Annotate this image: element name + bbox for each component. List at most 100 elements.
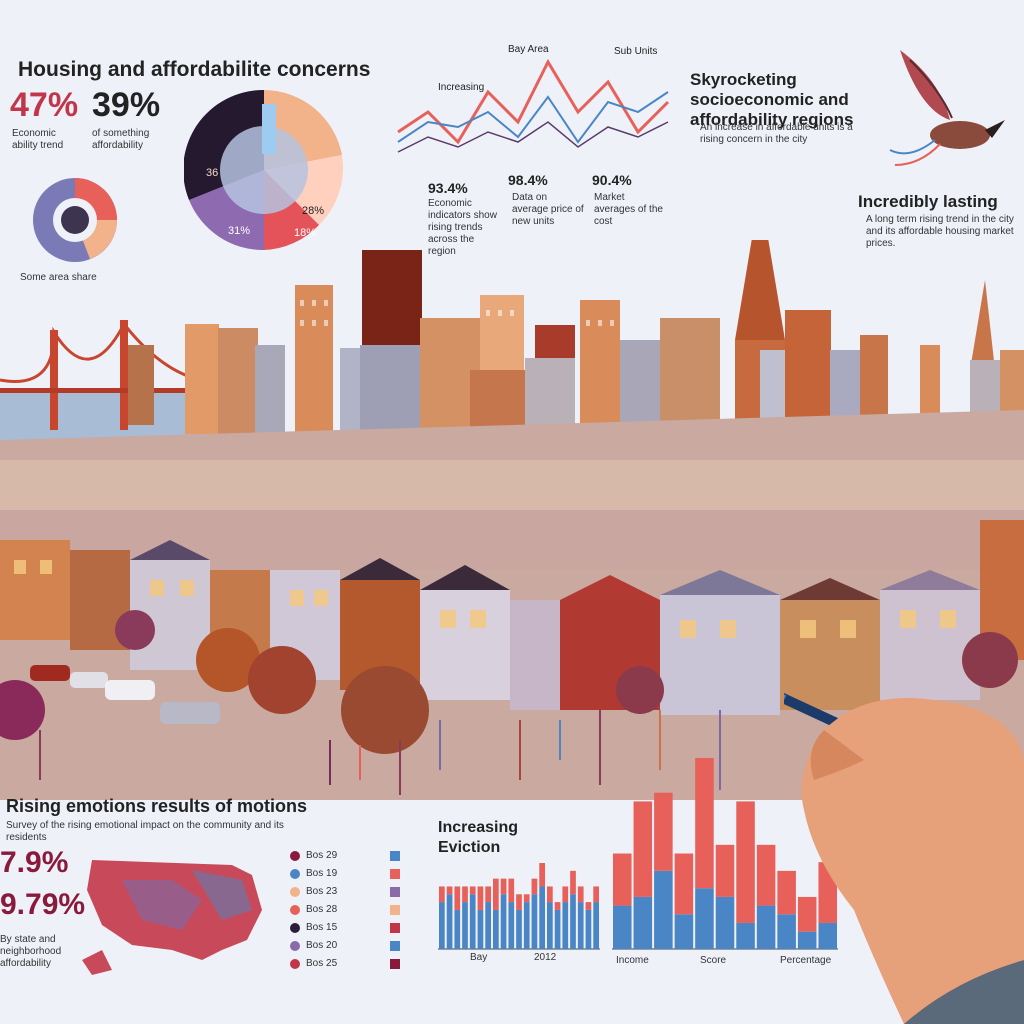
right-block2-title: Incredibly lasting: [858, 192, 998, 211]
bottom-left-note: By state and neighborhood affordability: [0, 934, 62, 969]
bar-segment-red: [547, 886, 553, 903]
bar-segment-red: [439, 886, 445, 903]
bar-segment-red: [454, 886, 461, 910]
legend-label: Bos 20: [306, 940, 338, 951]
bar-segment-red: [585, 902, 592, 910]
legend-label: Bos 19: [306, 868, 338, 879]
bar-segment-blue: [613, 905, 632, 949]
legend-item: Bos 28: [290, 904, 400, 916]
bar-segment-blue: [633, 896, 653, 949]
bar-segment-red: [756, 844, 776, 906]
line-value-a: 93.4%: [428, 180, 468, 196]
bar-segment-blue: [577, 902, 584, 949]
legend-swatch: [390, 905, 400, 915]
legend-dot: [290, 851, 300, 861]
bar-segment-red: [508, 878, 515, 903]
bar-segment-red: [477, 886, 484, 910]
legend-dot: [290, 923, 300, 933]
bar-segment-blue: [469, 894, 476, 949]
donut-note: Some area share: [20, 272, 97, 283]
legend-item: Bos 23: [290, 886, 400, 898]
bar-segment-red: [562, 886, 569, 903]
bar-segment-blue: [570, 894, 576, 949]
legend-label: Bos 23: [306, 886, 338, 897]
bar-segment-red: [577, 886, 584, 903]
bar-segment-red: [500, 878, 507, 895]
line-value-b: 98.4%: [508, 172, 548, 188]
bar-segment-blue: [797, 931, 817, 949]
bar-segment-blue: [516, 909, 522, 949]
pie-chart: 36 28% 31% 18%: [184, 89, 344, 251]
hand-with-pen-illustration: [784, 693, 1024, 1024]
legend-item: Bos 29: [290, 850, 400, 862]
bar-right-axis-1: Income: [616, 955, 649, 966]
bar-segment-red: [493, 878, 499, 910]
legend: Bos 29 Bos 19 Bos 23 Bos 28 Bos 15 Bos 2…: [290, 850, 400, 976]
legend-swatch: [390, 959, 400, 969]
city-skyline-illustration: [0, 240, 1024, 800]
bar-segment-red: [797, 896, 817, 932]
line-value-c: 90.4%: [592, 172, 632, 188]
bar-segment-blue: [654, 870, 673, 949]
bar-segment-blue: [539, 886, 545, 949]
bar-segment-blue: [493, 909, 499, 949]
legend-dot: [290, 905, 300, 915]
bar-segment-red: [593, 886, 599, 903]
bar-segment-blue: [562, 902, 569, 949]
bar-segment-blue: [485, 902, 491, 949]
bar-segment-blue: [554, 909, 561, 949]
bar-segment-blue: [674, 914, 694, 949]
bar-segment-red: [446, 886, 453, 895]
bar-segment-blue: [523, 902, 530, 949]
legend-item: Bos 25: [290, 958, 400, 970]
legend-dot: [290, 887, 300, 897]
legend-swatch: [390, 869, 400, 879]
bar-segment-blue: [446, 894, 453, 949]
bar-right-axis-3: Percentage: [780, 955, 832, 966]
legend-label: Bos 29: [306, 850, 338, 861]
line-title-far: Sub Units: [614, 46, 657, 57]
pie-label-1: 36: [206, 167, 218, 179]
pie-label-4: 18%: [294, 227, 316, 239]
bar-left-axis-2: 2012: [534, 952, 557, 963]
bar-segment-red: [654, 792, 673, 871]
bird-illustration: [889, 50, 1005, 166]
bar-segment-blue: [508, 902, 515, 949]
bar-chart-left: [438, 863, 600, 950]
page-title: Housing and affordabilite concerns: [18, 58, 371, 81]
legend-dot: [290, 941, 300, 951]
right-block2-note: A long term rising trend in the city and…: [866, 214, 1014, 249]
pie-label-2: 28%: [302, 205, 324, 217]
bar-segment-red: [523, 894, 530, 903]
pie-label-3: 31%: [228, 225, 250, 237]
line-chart: Increasing Bay Area Sub Units: [397, 44, 670, 153]
bar-segment-blue: [585, 909, 592, 949]
bar-right-axis-2: Score: [700, 955, 727, 966]
bar-segment-red: [777, 870, 796, 915]
bar-segment-blue: [477, 909, 484, 949]
line-note-a: Economic indicators show rising trends a…: [428, 198, 497, 257]
bar-segment-blue: [736, 922, 755, 949]
stat-pct-a: 47%: [10, 86, 79, 124]
bar-segment-blue: [500, 894, 507, 949]
bar-segment-blue: [777, 914, 796, 949]
bar-segment-red: [695, 758, 714, 889]
legend-dot: [290, 959, 300, 969]
golden-gate-bridge-icon: [0, 320, 201, 430]
right-block-title: Skyrocketing socioeconomic and affordabi…: [690, 70, 854, 129]
bar-segment-blue: [593, 902, 599, 949]
legend-item: Bos 20: [290, 940, 400, 952]
donut-chart: [33, 178, 117, 262]
bar-segment-blue: [756, 905, 776, 949]
bar-segment-red: [715, 844, 735, 897]
legend-label: Bos 15: [306, 922, 338, 933]
bar-segment-red: [539, 863, 545, 887]
stat-pct-a-note: Economic ability trend: [12, 128, 64, 151]
legend-item: Bos 19: [290, 868, 400, 880]
legend-item: Bos 15: [290, 922, 400, 934]
stat-pct-b-note: of something affordability: [92, 128, 150, 151]
bar-segment-red: [736, 801, 755, 923]
line-note-b: Data on average price of new units: [512, 192, 584, 227]
right-block-note: An increase in affordable units is a ris…: [700, 122, 853, 145]
bar-segment-blue: [462, 902, 468, 949]
